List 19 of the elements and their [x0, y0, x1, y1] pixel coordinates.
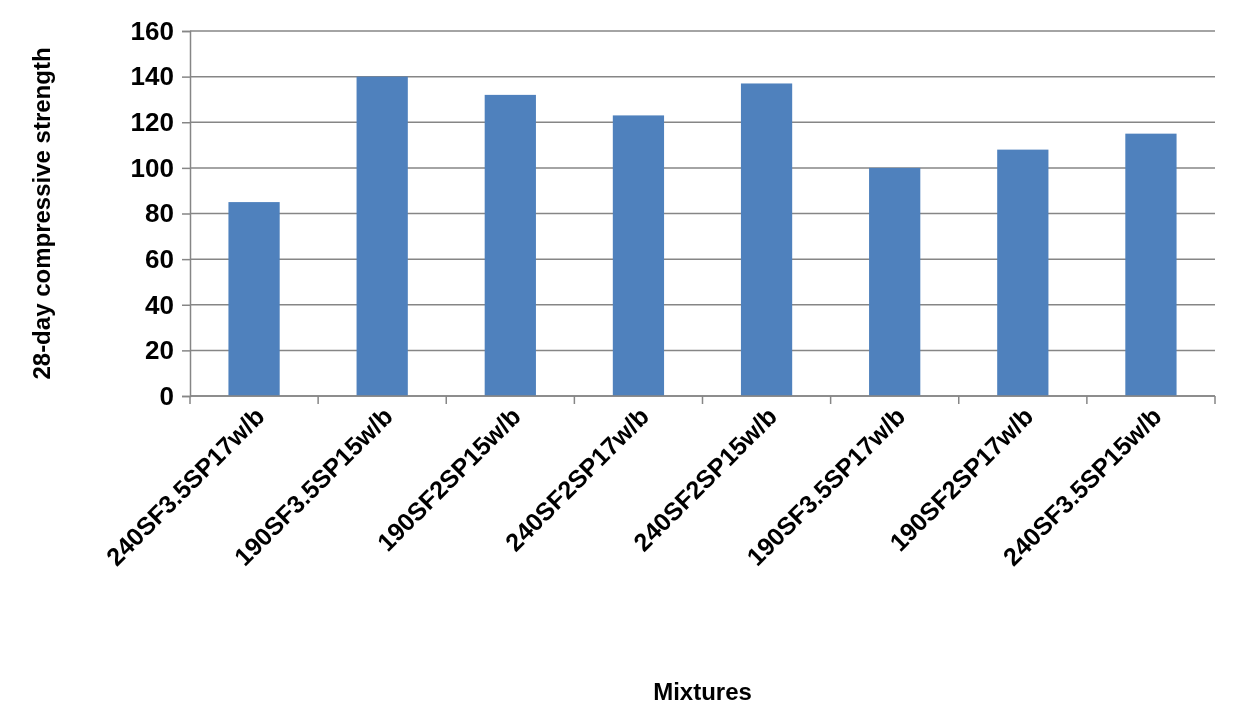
y-tick-label: 140	[130, 61, 174, 92]
y-tick-label: 160	[130, 15, 174, 46]
bar	[740, 83, 793, 396]
y-tick-label: 0	[159, 380, 174, 411]
bar	[356, 76, 408, 396]
y-tick-label: 20	[145, 335, 174, 366]
bar	[997, 149, 1049, 396]
bar	[869, 167, 921, 396]
bar	[484, 94, 536, 396]
y-tick-label: 120	[130, 107, 174, 138]
bar	[1125, 133, 1177, 396]
y-tick-label: 80	[145, 198, 174, 229]
bar	[228, 202, 280, 396]
y-axis-title: 28-day compressive strength	[28, 47, 55, 380]
bar	[612, 115, 665, 396]
y-tick-label: 40	[145, 289, 174, 320]
x-axis-title: Mixtures	[653, 678, 752, 705]
y-tick-label: 60	[145, 243, 174, 274]
y-tick-label: 100	[130, 152, 174, 183]
